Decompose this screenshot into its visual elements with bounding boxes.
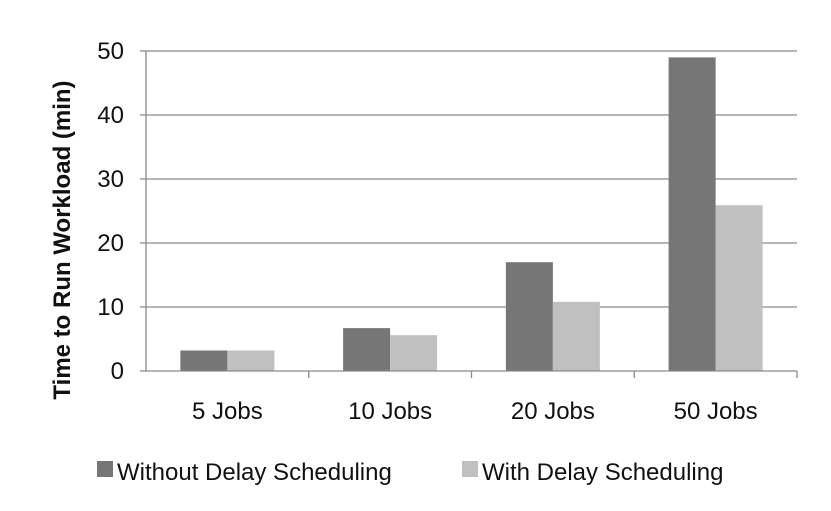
x-tick-label: 10 Jobs <box>348 398 432 425</box>
y-tick-label: 10 <box>97 294 124 321</box>
bar-with-20-jobs <box>552 301 600 371</box>
legend-swatch-with <box>462 461 478 477</box>
y-tick-label: 40 <box>97 102 124 129</box>
y-tick-label: 0 <box>111 358 124 385</box>
x-tick-labels: 5 Jobs 10 Jobs 20 Jobs 50 Jobs <box>192 398 758 425</box>
legend-swatch-without <box>97 461 113 477</box>
axes <box>140 50 798 378</box>
bar-without-50-jobs <box>668 57 716 372</box>
x-tick-label: 5 Jobs <box>192 398 263 425</box>
legend: Without Delay Scheduling With Delay Sched… <box>97 459 723 486</box>
bar-with-5-jobs <box>227 350 275 371</box>
bar-without-5-jobs <box>180 350 228 371</box>
bar-without-10-jobs <box>343 328 391 371</box>
bar-with-10-jobs <box>390 335 438 371</box>
y-tick-labels: 0 10 20 30 40 50 <box>97 38 124 385</box>
legend-label-with: With Delay Scheduling <box>482 459 723 486</box>
legend-label-without: Without Delay Scheduling <box>117 459 392 486</box>
y-tick-label: 50 <box>97 38 124 65</box>
y-tick-label: 20 <box>97 230 124 257</box>
y-tick-label: 30 <box>97 166 124 193</box>
bar-without-20-jobs <box>505 262 553 371</box>
bars <box>180 57 763 372</box>
x-tick-label: 20 Jobs <box>511 398 595 425</box>
x-tick-label: 50 Jobs <box>674 398 758 425</box>
y-axis-title: Time to Run Workload (min) <box>49 80 76 399</box>
bar-with-50-jobs <box>715 205 763 371</box>
